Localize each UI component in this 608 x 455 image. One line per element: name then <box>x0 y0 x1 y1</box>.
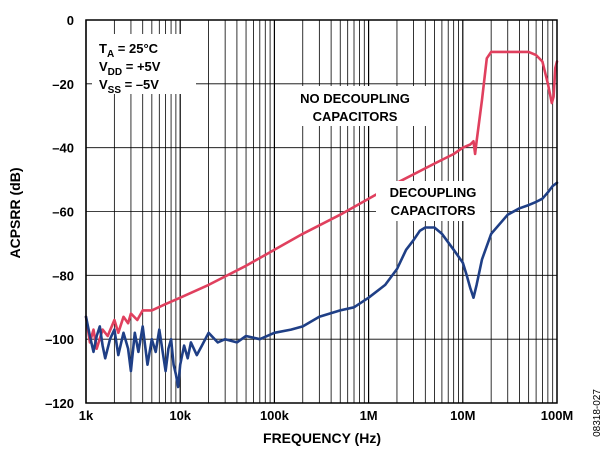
series-line-decoupling <box>84 181 559 389</box>
x-tick-label: 10k <box>169 408 191 423</box>
condition-vdd: VDD = +5V <box>99 59 161 78</box>
x-tick-label: 100M <box>541 408 574 423</box>
y-tick-label: –20 <box>52 77 74 92</box>
decoupling-label: DECOUPLING CAPACITORS <box>376 181 490 221</box>
y-tick-label: –60 <box>52 205 74 220</box>
plot-frame <box>85 19 558 404</box>
no-decoupling-label-line1: NO DECOUPLING <box>300 91 410 106</box>
x-tick-label: 1M <box>360 408 378 423</box>
no-decoupling-label-line2: CAPACITORS <box>313 109 398 124</box>
figure-id: 08318-027 <box>592 389 603 437</box>
no-decoupling-label: NO DECOUPLING CAPACITORS <box>283 86 427 126</box>
condition-ta: TA = 25°C <box>99 41 159 60</box>
y-tick-label: –120 <box>45 396 74 411</box>
x-axis-title: FREQUENCY (Hz) <box>263 430 381 446</box>
conditions-box: TA = 25°C VDD = +5V VSS = –5V <box>92 34 196 96</box>
y-tick-label: –40 <box>52 141 74 156</box>
decoupling-label-line2: CAPACITORS <box>391 203 476 218</box>
x-tick-label: 10M <box>450 408 475 423</box>
y-tick-label: 0 <box>67 13 74 28</box>
x-tick-label: 100k <box>260 408 290 423</box>
decoupling-label-line1: DECOUPLING <box>390 185 477 200</box>
tick-labels: 1k 10k 100k 1M 10M 100M 0 –20 –40 –60 –80 –100 –120 <box>45 13 573 423</box>
x-tick-label: 1k <box>79 408 94 423</box>
y-axis-title: ACPSRR (dB) <box>7 168 23 259</box>
condition-vss: VSS = –5V <box>99 77 159 96</box>
y-tick-label: –80 <box>52 268 74 283</box>
y-tick-label: –100 <box>45 332 74 347</box>
